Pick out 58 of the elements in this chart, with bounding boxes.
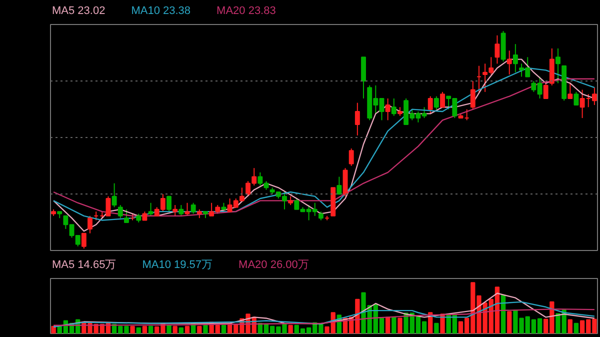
bar <box>500 294 506 334</box>
candlestick <box>112 182 117 208</box>
candlestick <box>385 98 390 121</box>
bar <box>51 326 56 334</box>
candlestick <box>106 196 111 216</box>
bar <box>392 316 396 334</box>
candlestick <box>470 80 476 110</box>
candlestick <box>81 232 86 250</box>
candlestick <box>361 56 366 99</box>
bar <box>197 326 202 334</box>
bar <box>398 318 402 334</box>
candlestick <box>574 91 579 106</box>
candlestick <box>506 50 512 76</box>
text: MA20 26.00万 <box>238 259 309 271</box>
candlestick <box>124 208 129 223</box>
bar <box>178 327 184 334</box>
bar <box>172 326 178 334</box>
candlestick <box>434 96 439 110</box>
bar <box>507 311 512 334</box>
bar <box>434 322 439 334</box>
candlestick <box>118 204 123 219</box>
text: MA10 19.57万 <box>142 259 213 271</box>
bar <box>142 326 148 334</box>
candlestick <box>342 168 348 197</box>
bar <box>574 322 579 334</box>
bar <box>130 326 135 334</box>
candlestick <box>148 202 154 216</box>
candlestick <box>549 48 554 86</box>
bar <box>385 316 390 334</box>
text: MA5 14.65万 <box>52 259 116 271</box>
bar <box>288 324 293 334</box>
candlestick <box>568 82 573 99</box>
candlestick <box>166 196 172 212</box>
candlestick <box>391 98 396 116</box>
text: MA10 23.38 <box>131 5 191 17</box>
text: MA5 23.02 <box>52 5 106 17</box>
text: MA20 23.83 <box>216 5 276 17</box>
candlestick <box>178 204 184 216</box>
bar <box>568 319 572 334</box>
candlestick <box>556 48 560 84</box>
candlestick <box>354 102 360 136</box>
bar <box>166 324 172 334</box>
candlestick <box>348 148 354 166</box>
candlestick <box>440 91 445 108</box>
candlestick <box>172 204 178 216</box>
candlestick <box>88 215 92 234</box>
bar <box>221 324 226 334</box>
bar <box>136 327 141 334</box>
bar <box>184 326 190 334</box>
candlestick <box>494 34 500 64</box>
candlestick <box>512 44 518 73</box>
candlestick <box>543 82 548 99</box>
candlestick <box>190 202 196 214</box>
candlestick <box>184 202 190 216</box>
candlestick <box>336 176 342 195</box>
bar <box>203 324 208 334</box>
bar <box>148 326 154 334</box>
candlestick <box>428 96 433 114</box>
